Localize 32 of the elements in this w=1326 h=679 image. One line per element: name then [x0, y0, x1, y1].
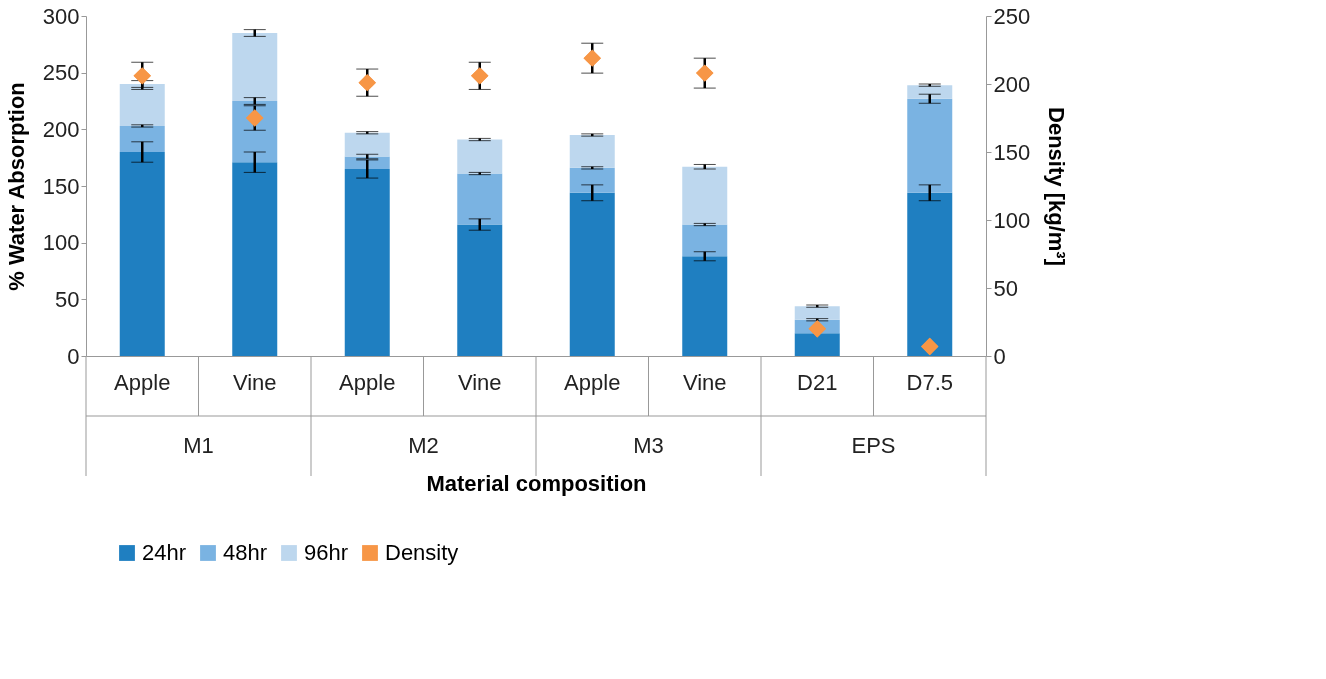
legend-label: 48hr: [223, 540, 268, 565]
y-tick-label: 100: [42, 230, 80, 256]
y2-tick-label: 250: [993, 3, 1031, 29]
x-tick-label: Apple: [339, 369, 396, 395]
y2-tick-label: 200: [993, 71, 1031, 97]
y-tick-label: 50: [55, 286, 80, 312]
text: EPS: [851, 433, 896, 458]
x-tick-label: Vine: [232, 369, 277, 395]
y-tick-label: 0: [67, 343, 80, 369]
y-tick-label: 250: [42, 60, 80, 86]
y-axis-title: % Water Absorption: [3, 82, 29, 291]
y2-tick-label: 150: [993, 139, 1031, 165]
x-tick-label: Apple: [564, 369, 621, 395]
x-tick-label: D7.5: [906, 369, 953, 395]
text: M2: [408, 433, 439, 458]
y-tick-label: 200: [42, 116, 80, 142]
legend-label: Density: [385, 540, 459, 565]
y-tick-label: 300: [42, 3, 80, 29]
x-axis-title: Material composition: [426, 470, 647, 496]
legend-label: 96hr: [304, 540, 349, 565]
x-tick-label: Vine: [457, 369, 502, 395]
legend-label: 24hr: [142, 540, 187, 565]
y2-tick-label: 50: [993, 275, 1018, 301]
text: M1: [183, 433, 214, 458]
y-tick-label: 150: [42, 173, 80, 199]
y2-tick-label: 100: [993, 207, 1031, 233]
text: M3: [633, 433, 664, 458]
y2-axis-title: Density [kg/m³]: [1044, 107, 1070, 266]
x-tick-label: D21: [797, 369, 838, 395]
x-tick-label: Vine: [682, 369, 727, 395]
y2-tick-label: 0: [993, 343, 1006, 369]
x-tick-label: Apple: [114, 369, 171, 395]
